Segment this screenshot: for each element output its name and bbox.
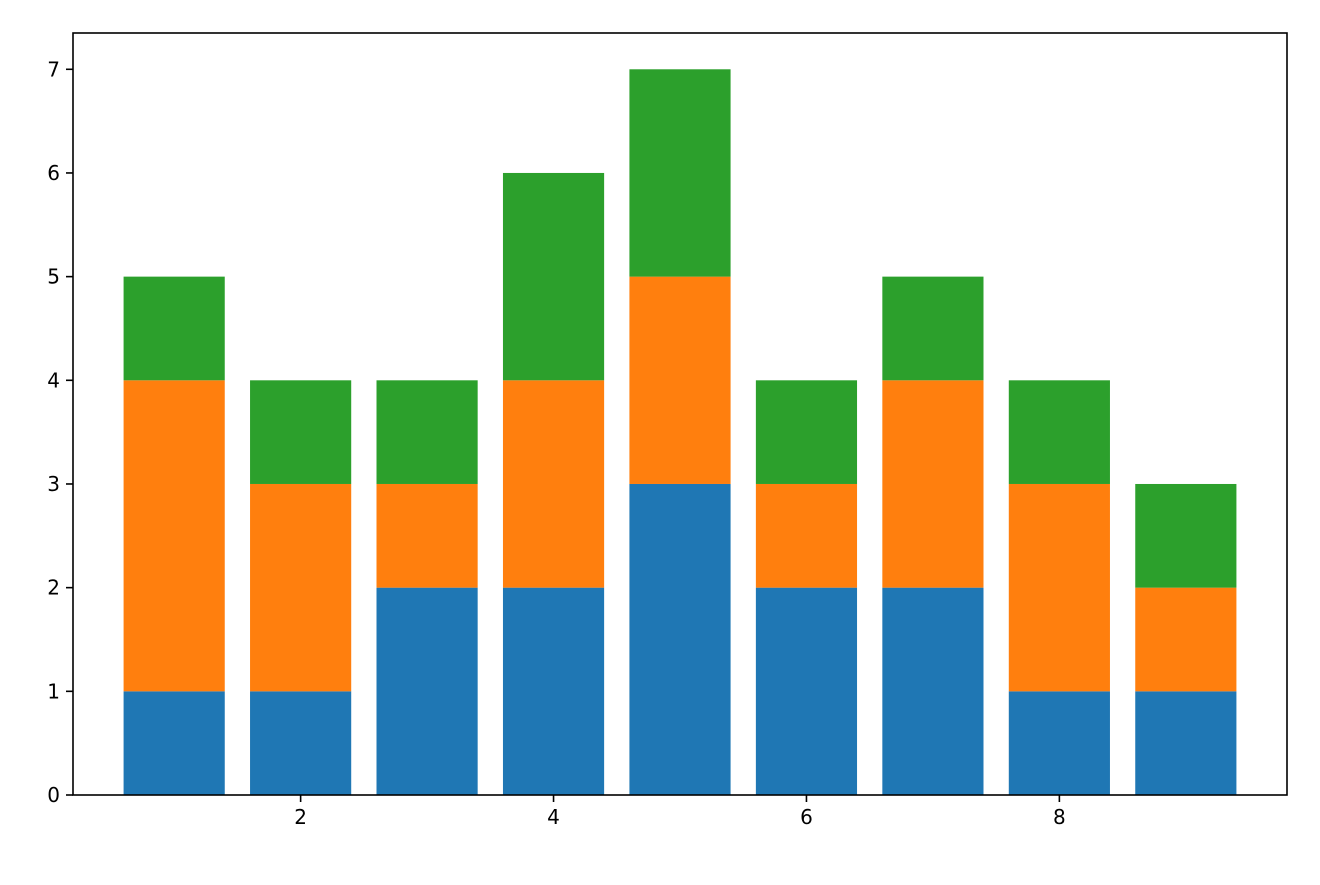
x-tick-label: 2 <box>294 805 307 829</box>
bar-series-3-x-2 <box>250 380 352 484</box>
bar-series-1-x-5 <box>629 483 731 795</box>
bar-series-1-x-3 <box>376 587 478 795</box>
y-tick-label: 6 <box>47 161 60 185</box>
bar-series-3-x-4 <box>502 172 605 381</box>
bar-series-3-x-6 <box>755 380 858 484</box>
bar-series-2-x-9 <box>1135 587 1237 692</box>
y-tick-label: 3 <box>47 472 60 496</box>
bar-series-1-x-6 <box>755 587 858 795</box>
bar-series-1-x-9 <box>1135 691 1237 795</box>
bar-series-1-x-4 <box>502 587 605 795</box>
bar-series-3-x-9 <box>1135 483 1237 588</box>
y-tick-label: 1 <box>47 679 60 703</box>
x-tick-label: 4 <box>547 805 560 829</box>
bar-series-1-x-2 <box>250 691 352 795</box>
y-axis-ticks: 0 1 2 3 4 5 6 7 <box>47 57 73 807</box>
y-tick-label: 0 <box>47 783 60 807</box>
bar-series-3-x-1 <box>123 276 225 381</box>
bar-series-3-x-7 <box>882 276 984 381</box>
bar-series-3-x-8 <box>1008 380 1110 484</box>
bar-series-2-x-4 <box>502 380 605 588</box>
bar-series-2-x-8 <box>1008 483 1110 692</box>
x-tick-label: 6 <box>800 805 813 829</box>
bar-series-1-x-8 <box>1008 691 1110 795</box>
x-axis-ticks: 2 4 6 8 <box>294 795 1066 829</box>
bars-layer <box>123 69 1237 795</box>
y-tick-label: 5 <box>47 265 60 289</box>
bar-series-2-x-5 <box>629 276 731 484</box>
bar-series-3-x-5 <box>629 69 731 277</box>
x-tick-label: 8 <box>1053 805 1066 829</box>
y-tick-label: 4 <box>47 368 60 392</box>
bar-series-2-x-2 <box>250 483 352 692</box>
bar-series-1-x-1 <box>123 691 225 795</box>
y-tick-label: 2 <box>47 576 60 600</box>
bar-series-1-x-7 <box>882 587 984 795</box>
plot-frame <box>72 32 1288 796</box>
bar-series-3-x-3 <box>376 380 478 484</box>
y-tick-label: 7 <box>47 57 60 81</box>
bar-series-2-x-7 <box>882 380 984 588</box>
bar-series-2-x-6 <box>755 483 858 588</box>
bar-series-2-x-3 <box>376 483 478 588</box>
bar-series-2-x-1 <box>123 380 225 692</box>
